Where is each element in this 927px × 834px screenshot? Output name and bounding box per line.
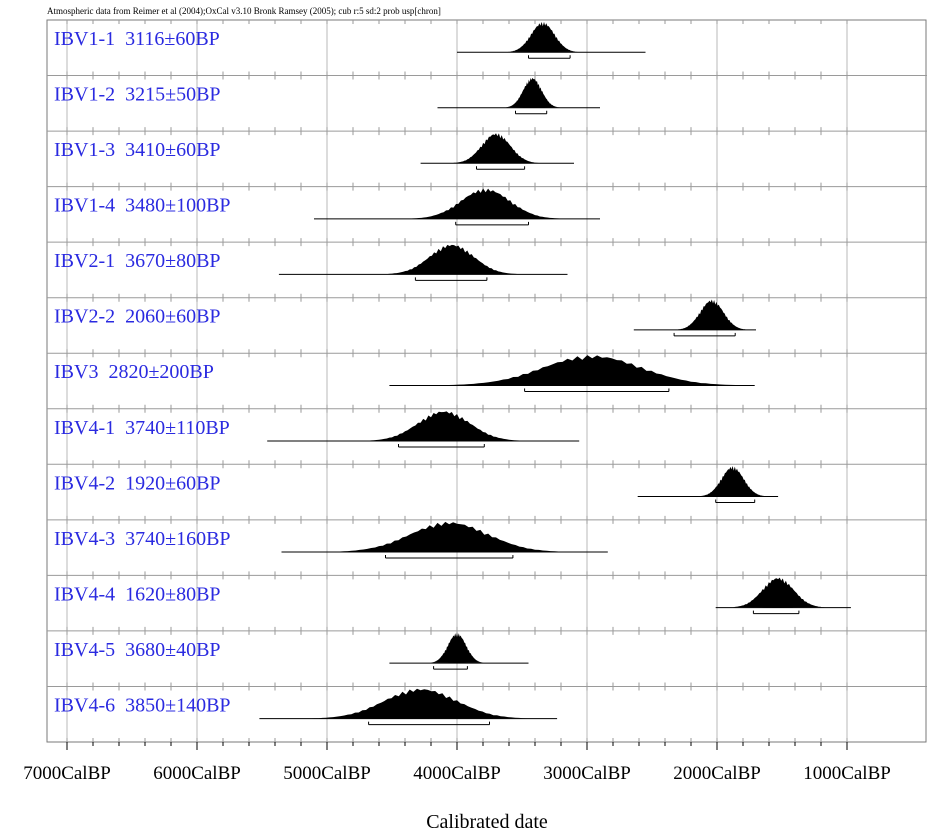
sample-label: IBV4-3 3740±160BP <box>54 528 231 550</box>
sample-row: IBV4-3 3740±160BP <box>47 519 927 576</box>
x-tick-label: 4000CalBP <box>413 763 501 784</box>
sample-row: IBV2-1 3670±80BP <box>47 241 927 298</box>
sample-label: IBV3 2820±200BP <box>54 361 214 383</box>
sample-label: IBV1-4 3480±100BP <box>54 195 231 217</box>
x-tick-label: 3000CalBP <box>543 763 631 784</box>
sample-row: IBV4-1 3740±110BP <box>47 408 927 465</box>
probability-distribution <box>699 466 766 497</box>
sample-label: IBV4-2 1920±60BP <box>54 472 221 494</box>
sample-row: IBV1-2 3215±50BP <box>47 75 927 132</box>
probability-distribution <box>411 188 560 219</box>
x-tick-label: 7000CalBP <box>23 763 111 784</box>
grid <box>46 19 927 743</box>
sample-row: IBV1-4 3480±100BP <box>47 186 927 243</box>
sample-label: IBV4-6 3850±140BP <box>54 694 231 716</box>
x-axis: 7000CalBP 6000CalBP 5000CalBP 4000CalBP 3000… <box>23 742 891 784</box>
sample-row: IBV2-2 2060±60BP <box>47 297 927 354</box>
probability-distribution <box>332 521 567 553</box>
sample-label: IBV4-4 1620±80BP <box>54 583 221 605</box>
sample-row: IBV4-6 3850±140BP <box>47 685 927 742</box>
sample-row: IBV4-2 1920±60BP <box>47 463 927 520</box>
probability-distribution <box>444 355 741 386</box>
probability-distribution <box>429 632 485 664</box>
probability-distribution <box>311 688 530 719</box>
sample-row: IBV4-4 1620±80BP <box>47 574 927 631</box>
header-caption: Atmospheric data from Reimer et al (2004… <box>47 6 441 16</box>
sample-label: IBV4-1 3740±110BP <box>54 417 230 439</box>
sample-label: IBV1-2 3215±50BP <box>54 84 221 106</box>
sample-label: IBV1-3 3410±60BP <box>54 139 221 161</box>
plot-frame <box>46 19 927 743</box>
x-tick-label: 5000CalBP <box>283 763 371 784</box>
sample-label: IBV2-2 2060±60BP <box>54 306 221 328</box>
sample-row: IBV4-5 3680±40BP <box>47 630 927 687</box>
probability-distribution <box>731 577 825 608</box>
probability-distribution <box>507 21 578 53</box>
sample-label: IBV4-5 3680±40BP <box>54 639 221 661</box>
sample-row: IBV1-1 3116±60BP <box>54 20 848 76</box>
sample-label: IBV1-1 3116±60BP <box>54 28 220 50</box>
x-axis-title: Calibrated date <box>426 811 548 833</box>
sample-row: IBV3 2820±200BP <box>47 352 927 409</box>
sample-label: IBV2-1 3670±80BP <box>54 250 221 272</box>
x-tick-label: 2000CalBP <box>673 763 761 784</box>
sample-row: IBV1-3 3410±60BP <box>47 130 927 187</box>
probability-distribution <box>385 244 519 275</box>
probability-distribution <box>366 411 522 441</box>
x-tick-label: 1000CalBP <box>803 763 891 784</box>
probability-distribution <box>453 133 539 164</box>
sample-rows: IBV1-1 3116±60BP IBV1-2 3215±50BP IBV1-3 3… <box>47 20 927 742</box>
x-tick-label: 6000CalBP <box>153 763 241 784</box>
probability-distribution <box>505 77 560 108</box>
probability-distribution <box>676 299 747 330</box>
